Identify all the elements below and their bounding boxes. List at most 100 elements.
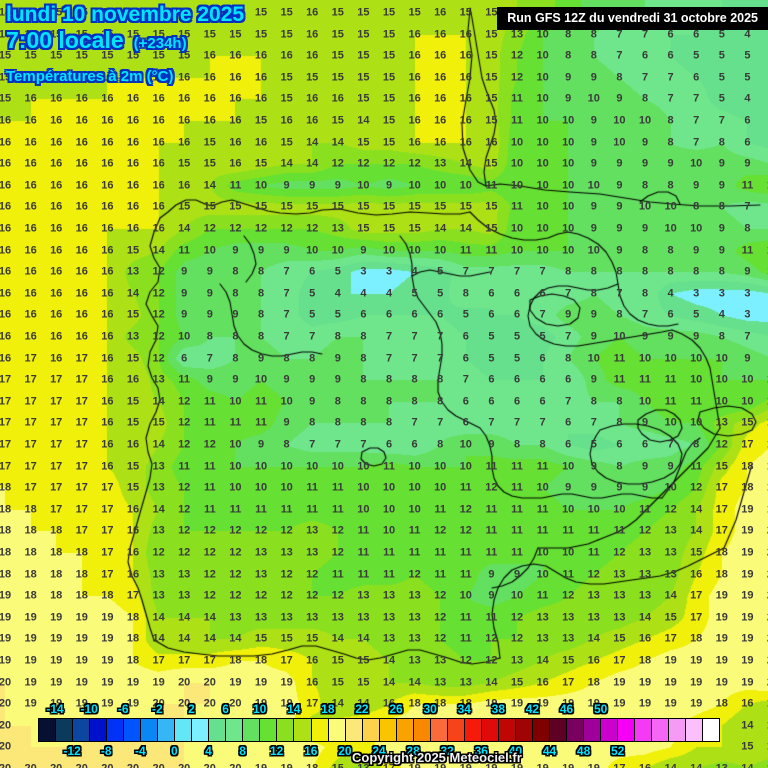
legend-swatch[interactable] [379, 719, 397, 741]
grid-temperature-value: 9 [641, 416, 649, 429]
grid-temperature-value: 8 [693, 438, 700, 451]
grid-temperature-value: 16 [101, 373, 114, 386]
legend-swatch[interactable] [601, 719, 619, 741]
legend-swatch[interactable] [90, 719, 108, 741]
legend-swatch[interactable] [73, 719, 91, 741]
grid-temperature-value: 17 [75, 373, 88, 386]
legend-swatch[interactable] [413, 719, 431, 741]
legend-swatch[interactable] [686, 719, 704, 741]
legend-swatch[interactable] [311, 719, 329, 741]
grid-temperature-value: 11 [664, 395, 677, 408]
legend-swatch[interactable] [584, 719, 602, 741]
grid-temperature-value: 7 [565, 287, 572, 300]
grid-temperature-value: 20 [229, 697, 242, 710]
grid-temperature-value: 15 [280, 136, 293, 149]
grid-temperature-value: 8 [283, 438, 290, 451]
grid-temperature-value: 14 [152, 438, 165, 451]
grid-temperature-value: 14 [229, 632, 242, 645]
grid-temperature-value: 17 [715, 481, 728, 494]
grid-temperature-value: 10 [587, 352, 600, 365]
legend-swatch[interactable] [328, 719, 346, 741]
grid-temperature-value: 7 [641, 28, 649, 41]
grid-temperature-value: 6 [513, 308, 521, 321]
grid-temperature-value: 12 [280, 568, 293, 581]
legend-swatch[interactable] [430, 719, 448, 741]
legend-swatch[interactable] [362, 719, 380, 741]
grid-temperature-value: 8 [437, 438, 444, 451]
grid-temperature-value: 10 [434, 481, 447, 494]
grid-temperature-value: 11 [485, 524, 498, 537]
legend-swatch[interactable] [192, 719, 210, 741]
legend-swatch[interactable] [464, 719, 482, 741]
grid-temperature-value: 11 [511, 503, 523, 516]
grid-temperature-value: 10 [229, 395, 242, 408]
legend-swatch[interactable] [652, 719, 670, 741]
grid-temperature-value: 17 [306, 697, 319, 710]
grid-temperature-value: 9 [616, 92, 623, 105]
grid-temperature-value: 10 [690, 416, 703, 429]
legend-swatch[interactable] [277, 719, 295, 741]
grid-temperature-value: 16 [24, 265, 37, 278]
grid-temperature-value: 10 [229, 438, 242, 451]
grid-temperature-value: 13 [382, 611, 396, 624]
grid-temperature-value: 13 [562, 611, 575, 624]
legend-swatch[interactable] [141, 719, 159, 741]
legend-swatch[interactable] [447, 719, 465, 741]
legend-swatch[interactable] [481, 719, 499, 741]
legend-swatch[interactable] [39, 719, 57, 741]
legend-swatch[interactable] [294, 719, 312, 741]
grid-temperature-value: 14 [152, 395, 165, 408]
legend-swatch[interactable] [158, 719, 176, 741]
legend-swatch[interactable] [566, 719, 584, 741]
legend-swatch[interactable] [209, 719, 227, 741]
grid-temperature-value: 7 [411, 352, 418, 365]
legend-swatch[interactable] [703, 719, 720, 741]
grid-temperature-value: 12 [178, 395, 191, 408]
grid-temperature-value: 7 [283, 287, 290, 300]
legend-swatch[interactable] [396, 719, 414, 741]
legend-tick: 2 [188, 702, 195, 716]
legend-swatch[interactable] [549, 719, 567, 741]
legend-swatch[interactable] [124, 719, 142, 741]
grid-temperature-value: 16 [101, 460, 114, 473]
legend-swatch[interactable] [56, 719, 74, 741]
legend-swatch[interactable] [618, 719, 636, 741]
grid-temperature-value: 15 [152, 28, 165, 41]
grid-temperature-value: 15 [0, 92, 12, 105]
legend-swatch[interactable] [635, 719, 653, 741]
grid-temperature-value: 12 [638, 524, 652, 537]
legend-swatch[interactable] [175, 719, 193, 741]
grid-temperature-value: 8 [257, 287, 265, 300]
grid-temperature-value: 18 [126, 632, 140, 645]
legend-swatch[interactable] [498, 719, 516, 741]
legend-swatch[interactable] [345, 719, 363, 741]
grid-temperature-value: 10 [408, 503, 421, 516]
grid-temperature-value: 15 [0, 71, 12, 84]
grid-temperature-value: 10 [178, 330, 191, 343]
grid-temperature-value: 12 [152, 546, 165, 559]
color-scale-legend[interactable] [38, 718, 720, 742]
grid-temperature-value: 12 [178, 416, 191, 429]
legend-swatch[interactable] [226, 719, 244, 741]
grid-temperature-value: 19 [75, 654, 88, 667]
legend-swatch[interactable] [107, 719, 125, 741]
grid-temperature-value: 15 [152, 6, 165, 19]
grid-temperature-value: 11 [562, 524, 575, 537]
grid-temperature-value: 13 [306, 524, 319, 537]
grid-temperature-value: 16 [101, 330, 114, 343]
grid-temperature-value: 9 [565, 92, 572, 105]
grid-temperature-value: 11 [511, 546, 523, 559]
legend-swatch[interactable] [669, 719, 687, 741]
legend-swatch[interactable] [243, 719, 261, 741]
grid-temperature-value: 15 [382, 6, 396, 19]
grid-temperature-value: 18 [408, 697, 421, 710]
grid-temperature-value: 8 [309, 352, 316, 365]
grid-temperature-value: 11 [587, 546, 600, 559]
legend-swatch[interactable] [532, 719, 550, 741]
grid-temperature-value: 10 [357, 179, 370, 192]
grid-temperature-value: 14 [280, 157, 293, 170]
legend-swatch[interactable] [260, 719, 278, 741]
grid-temperature-value: 10 [562, 136, 575, 149]
legend-swatch[interactable] [515, 719, 533, 741]
